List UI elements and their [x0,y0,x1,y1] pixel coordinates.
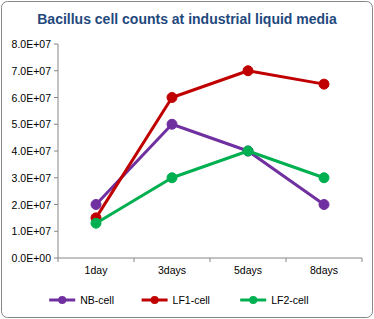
x-tick-label: 3days [158,264,186,276]
y-tick-label: 3.0E+07 [12,172,52,184]
legend-label: LF1-cell [173,294,210,306]
y-tick [54,231,58,232]
series-line [96,151,324,223]
y-tick [54,204,58,205]
series-marker [319,173,329,183]
x-tick [362,258,363,262]
y-tick [54,151,58,152]
legend: NB-cell LF1-cell LF2-cell [49,294,308,306]
x-tick-label: 5days [234,264,262,276]
legend-label: NB-cell [80,294,114,306]
series-marker [243,146,253,156]
y-tick [54,97,58,98]
chart-title: Bacillus cell counts at industrial liqui… [37,11,337,27]
y-tick-label: 1.0E+07 [12,225,52,237]
x-tick [134,258,135,262]
y-tick [54,70,58,71]
y-tick-label: 7.0E+07 [12,65,52,77]
series-marker [91,218,101,228]
x-tick-label: 8days [310,264,338,276]
x-tick-label: 1day [85,264,109,276]
legend-label: LF2-cell [271,294,308,306]
legend-marker [249,296,257,304]
y-tick-label: 2.0E+07 [12,199,52,211]
series-marker [167,93,177,103]
x-tick [58,258,59,262]
y-tick [54,124,58,125]
y-tick [54,258,58,259]
series-marker [167,119,177,129]
legend-marker [151,296,159,304]
y-axis [58,44,59,258]
y-tick-label: 6.0E+07 [12,92,52,104]
chart-border [2,2,373,318]
y-tick-label: 4.0E+07 [12,145,52,157]
series-line [96,71,324,218]
plot-marks [91,66,329,228]
series-marker [243,146,253,156]
y-tick-label: 0.0E+00 [12,252,52,264]
y-tick [54,177,58,178]
legend-marker [58,296,66,304]
series-marker [319,200,329,210]
series-marker [319,79,329,89]
series-marker [167,173,177,183]
y-tick-label: 8.0E+07 [12,38,52,50]
y-tick [54,44,58,45]
y-tick-label: 5.0E+07 [12,118,52,130]
series-marker [243,66,253,76]
chart-container: Bacillus cell counts at industrial liqui… [0,0,374,319]
series-marker [91,200,101,210]
x-tick [210,258,211,262]
x-tick [286,258,287,262]
chart-svg: Bacillus cell counts at industrial liqui… [0,0,374,319]
